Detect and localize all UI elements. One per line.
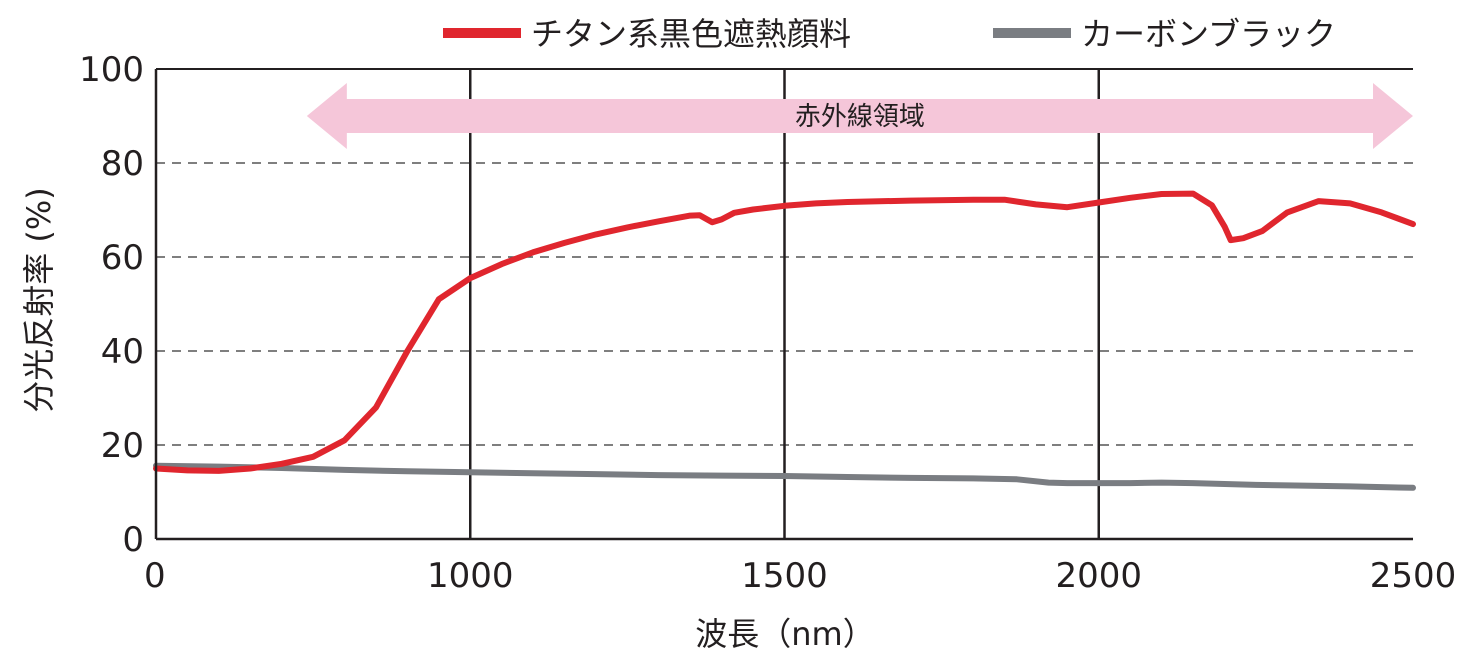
infrared-region-label: 赤外線領域 [795,102,925,132]
y-tick-label-0: 0 [122,520,144,560]
legend-label-titanium-black-pigment: チタン系黒色遮熱顔料 [531,15,851,53]
x-tick-label-2000: 2000 [1055,556,1142,596]
legend-label-carbon-black: カーボンブラック [1081,15,1336,53]
series-layer [153,190,1416,491]
y-tick-label-100: 100 [79,50,144,90]
x-tick-label-2500: 2500 [1370,556,1457,596]
y-axis-title: 分光反射率 (%) [20,187,58,413]
y-tick-label-40: 40 [101,332,144,372]
infrared-region-arrow [306,83,1414,149]
infrared-region-annotation: 赤外線領域 [306,83,1414,149]
y-tick-label-20: 20 [101,426,144,466]
x-tick-label-1000: 1000 [427,556,514,596]
axes [154,69,1413,541]
x-axis-title: 波長（nm） [695,615,874,653]
y-tick-label-60: 60 [101,238,144,278]
legend: チタン系黒色遮熱顔料 カーボンブラック [443,15,1336,53]
series-line-titanium-black-pigment [153,190,1416,474]
y-tick-label-80: 80 [101,144,144,184]
x-tick-label-1500: 1500 [741,556,828,596]
x-tick-label-500: 0 [144,556,166,596]
series-line-carbon-black [153,462,1416,491]
grid [156,68,1413,539]
